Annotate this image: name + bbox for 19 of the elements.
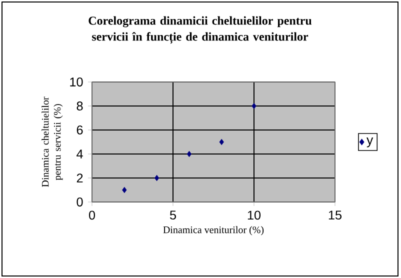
- y-tick-label: 6: [76, 126, 83, 134]
- point: [219, 139, 224, 145]
- legend-label: y: [366, 137, 374, 148]
- point: [186, 151, 192, 157]
- point: [122, 187, 127, 193]
- x-axis-title: Dinamica veniturilor (%): [163, 226, 264, 236]
- y-tick-label: 10: [70, 78, 83, 86]
- x-tick-label: 10: [248, 210, 261, 220]
- point: [252, 103, 256, 109]
- y-tick-label: 0: [76, 198, 83, 206]
- x-tick-label: 15: [328, 210, 342, 220]
- point: [154, 175, 160, 181]
- x-tick-label: 5: [170, 210, 176, 220]
- y-tick-label: 2: [76, 174, 83, 182]
- x-tick-label: 0: [88, 210, 96, 220]
- y-tick-label: 4: [76, 150, 83, 158]
- y-axis-title: Dinamica cheltuielilor pentru servicii (%): [42, 96, 63, 187]
- y-tick-label: 8: [76, 102, 83, 110]
- chart-title: Corelograma dinamicii cheltuielilor pentru servicii în funcție de dinamica veniturilor: [88, 16, 312, 44]
